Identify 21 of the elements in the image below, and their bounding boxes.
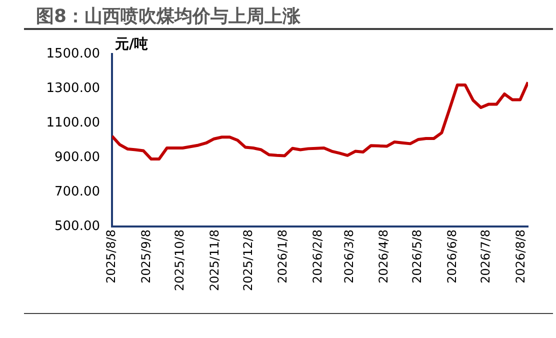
x-tick-label: 2025/10/8 [172, 229, 187, 291]
chart-title: 图8：山西喷吹煤均价与上周上涨 [36, 5, 301, 28]
x-tick-label: 2026/7/8 [478, 229, 493, 284]
x-tick-label: 2026/1/8 [276, 229, 290, 284]
x-tick-label: 2026/4/8 [376, 229, 391, 284]
y-tick-label: 1500.00 [46, 46, 100, 62]
y-tick-label: 700.00 [54, 184, 100, 200]
x-tick-label: 2026/5/8 [410, 229, 424, 284]
x-tick-label: 2025/12/8 [240, 229, 255, 291]
x-tick-label: 2026/3/8 [342, 229, 356, 284]
x-tick-label: 2025/8/8 [104, 229, 118, 284]
x-tick-label: 2026/2/8 [310, 229, 324, 284]
x-tick-label: 2026/8/8 [513, 229, 528, 284]
y-tick-label: 500.00 [54, 218, 100, 234]
x-tick-label: 2025/11/8 [207, 229, 222, 291]
y-tick-label: 1100.00 [46, 115, 100, 130]
y-tick-label: 900.00 [54, 150, 100, 165]
x-tick-label: 2026/6/8 [445, 229, 459, 284]
x-tick-label: 2025/9/8 [138, 229, 153, 284]
y-tick-label: 1300.00 [46, 80, 100, 96]
y-axis-title: 元/吨 [114, 36, 148, 53]
